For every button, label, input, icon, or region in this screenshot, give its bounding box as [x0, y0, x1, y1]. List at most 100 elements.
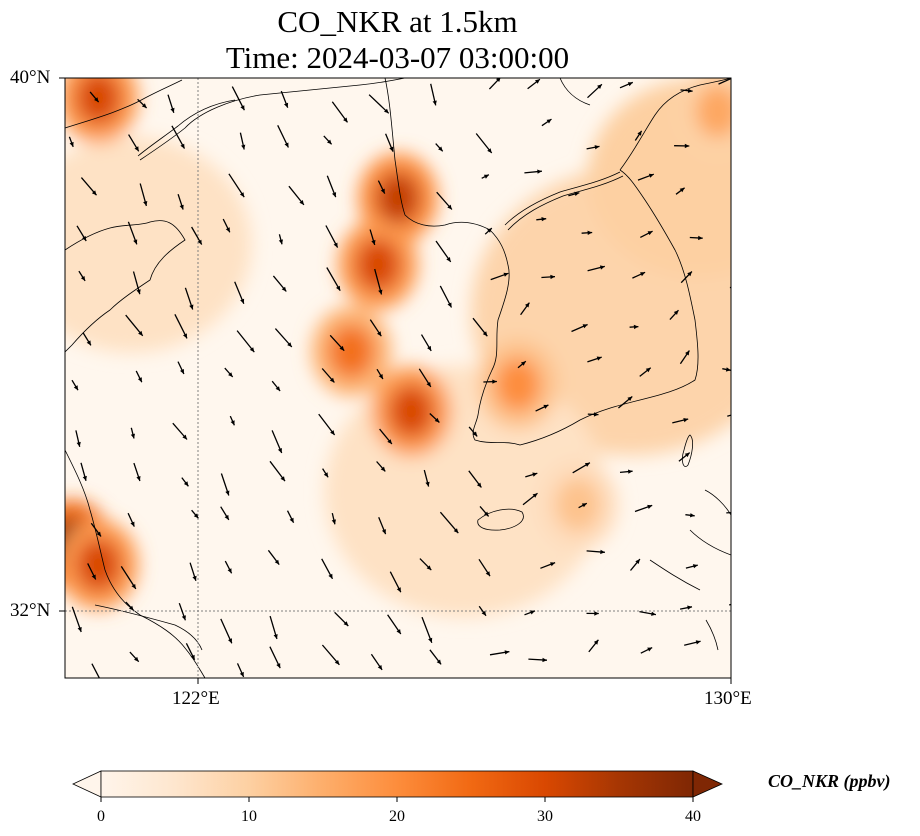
- wind-arrow-head: [82, 236, 87, 241]
- wind-arrow-head: [446, 257, 451, 262]
- colorbar-tick-label: 10: [241, 808, 257, 825]
- wind-arrow-head: [438, 146, 443, 152]
- wind-arrow-head: [587, 230, 593, 235]
- wind-arrow-head: [181, 615, 186, 621]
- coastlines: [65, 78, 731, 678]
- wind-arrow-head: [640, 272, 646, 277]
- wind-arrow-head: [134, 146, 139, 152]
- wind-arrow-head: [183, 481, 189, 487]
- colorbar-tick-label: 40: [685, 808, 701, 825]
- wind-arrow-shaft: [727, 414, 731, 417]
- field-hotspot-core: [495, 358, 540, 411]
- colorbar-tick-label: 0: [97, 808, 105, 825]
- wind-arrow-shaft: [228, 173, 245, 198]
- wind-arrow-head: [628, 469, 633, 474]
- colorbar-gradient: [100, 770, 694, 798]
- wind-arrow-head: [86, 340, 91, 346]
- wind-arrow-head: [328, 573, 333, 579]
- wind-arrow-head: [692, 564, 698, 569]
- wind-arrow-head: [425, 481, 430, 487]
- wind-arrow-head: [241, 144, 246, 150]
- wind-arrow-head: [381, 529, 386, 535]
- field-hotspot-core: [555, 478, 600, 531]
- wind-arrow-head: [679, 187, 685, 193]
- wind-arrow-head: [472, 431, 478, 437]
- wind-arrow-head: [447, 302, 452, 308]
- wind-arrow-head: [685, 350, 690, 356]
- wind-arrow-head: [380, 188, 385, 194]
- colorbar-tick-label: 30: [537, 808, 553, 825]
- wind-arrow-head: [230, 420, 235, 426]
- wind-arrow-head: [487, 148, 492, 153]
- wind-arrow-head: [378, 289, 383, 295]
- wind-arrow-head: [389, 146, 394, 152]
- wind-arrow-head: [687, 88, 693, 93]
- wind-arrow-head: [384, 108, 389, 114]
- field-hotspot-core: [695, 85, 731, 138]
- wind-arrow-head: [289, 517, 294, 523]
- wind-arrow-head: [535, 79, 540, 84]
- wind-arrow-head: [76, 441, 81, 447]
- wind-arrow-head: [698, 235, 703, 241]
- wind-arrow-head: [434, 417, 440, 423]
- field-hotspot-core: [76, 538, 121, 591]
- wind-arrow-head: [447, 204, 452, 210]
- field-hotspot-core: [329, 325, 374, 378]
- wind-arrow-head: [584, 462, 590, 467]
- lat-label-32n: 32°N: [10, 600, 51, 621]
- wind-arrow-head: [684, 143, 690, 149]
- colorbar-extend-min: [72, 770, 102, 798]
- wind-arrow-head: [673, 310, 679, 315]
- wind-arrow-head: [525, 302, 530, 308]
- wind-arrow-head: [189, 304, 194, 310]
- wind-arrow-head: [275, 386, 281, 391]
- wind-arrow-head: [537, 169, 542, 174]
- wind-arrow-head: [503, 272, 509, 277]
- wind-arrow-head: [277, 448, 282, 453]
- wind-arrow-head: [281, 286, 287, 292]
- wind-arrow-head: [633, 324, 639, 330]
- wind-arrow-head: [180, 369, 184, 374]
- wind-arrow-head: [648, 173, 654, 178]
- wind-arrow-head: [637, 130, 642, 136]
- wind-arrow-head: [170, 107, 175, 113]
- lon-label-130e: 130°E: [704, 688, 752, 709]
- field-hotspot-core: [376, 172, 420, 224]
- wind-arrow-head: [77, 627, 82, 632]
- wind-arrow-head: [593, 639, 599, 645]
- wind-arrow-head: [645, 367, 651, 373]
- wind-arrow-head: [546, 119, 552, 124]
- wind-arrow-head: [224, 514, 229, 520]
- wind-arrow-head: [481, 610, 486, 616]
- wind-arrow-head: [94, 97, 99, 103]
- wind-arrow-head: [73, 385, 78, 391]
- wind-arrow-head: [284, 102, 289, 108]
- wind-arrow-head: [278, 239, 283, 245]
- wind-arrow-head: [323, 472, 329, 478]
- wind-arrow-head: [134, 656, 139, 662]
- wind-arrow-head: [683, 418, 689, 423]
- wind-arrow-shaft: [726, 511, 731, 514]
- wind-arrow-head: [193, 513, 199, 519]
- wind-arrow-shaft: [91, 663, 101, 678]
- wind-arrow-head: [327, 139, 332, 145]
- wind-arrow-head: [550, 274, 555, 280]
- wind-arrow-head: [426, 382, 431, 387]
- wind-arrow-head: [428, 637, 433, 643]
- wind-arrow-head: [651, 611, 656, 616]
- field-hotspot-core: [356, 238, 401, 291]
- wind-arrow-head: [574, 191, 580, 196]
- wind-arrow-head: [183, 333, 187, 339]
- wind-arrow-head: [596, 356, 602, 361]
- wind-arrow-head: [130, 433, 135, 439]
- wind-arrow-head: [276, 663, 281, 669]
- wind-arrow-head: [600, 549, 605, 555]
- wind-arrow-head: [690, 513, 695, 518]
- wind-arrow-head: [532, 493, 538, 498]
- wind-arrow-head: [597, 84, 602, 89]
- wind-arrow-head: [239, 192, 245, 198]
- wind-arrow-head: [129, 605, 134, 611]
- wind-arrow-head: [336, 285, 341, 291]
